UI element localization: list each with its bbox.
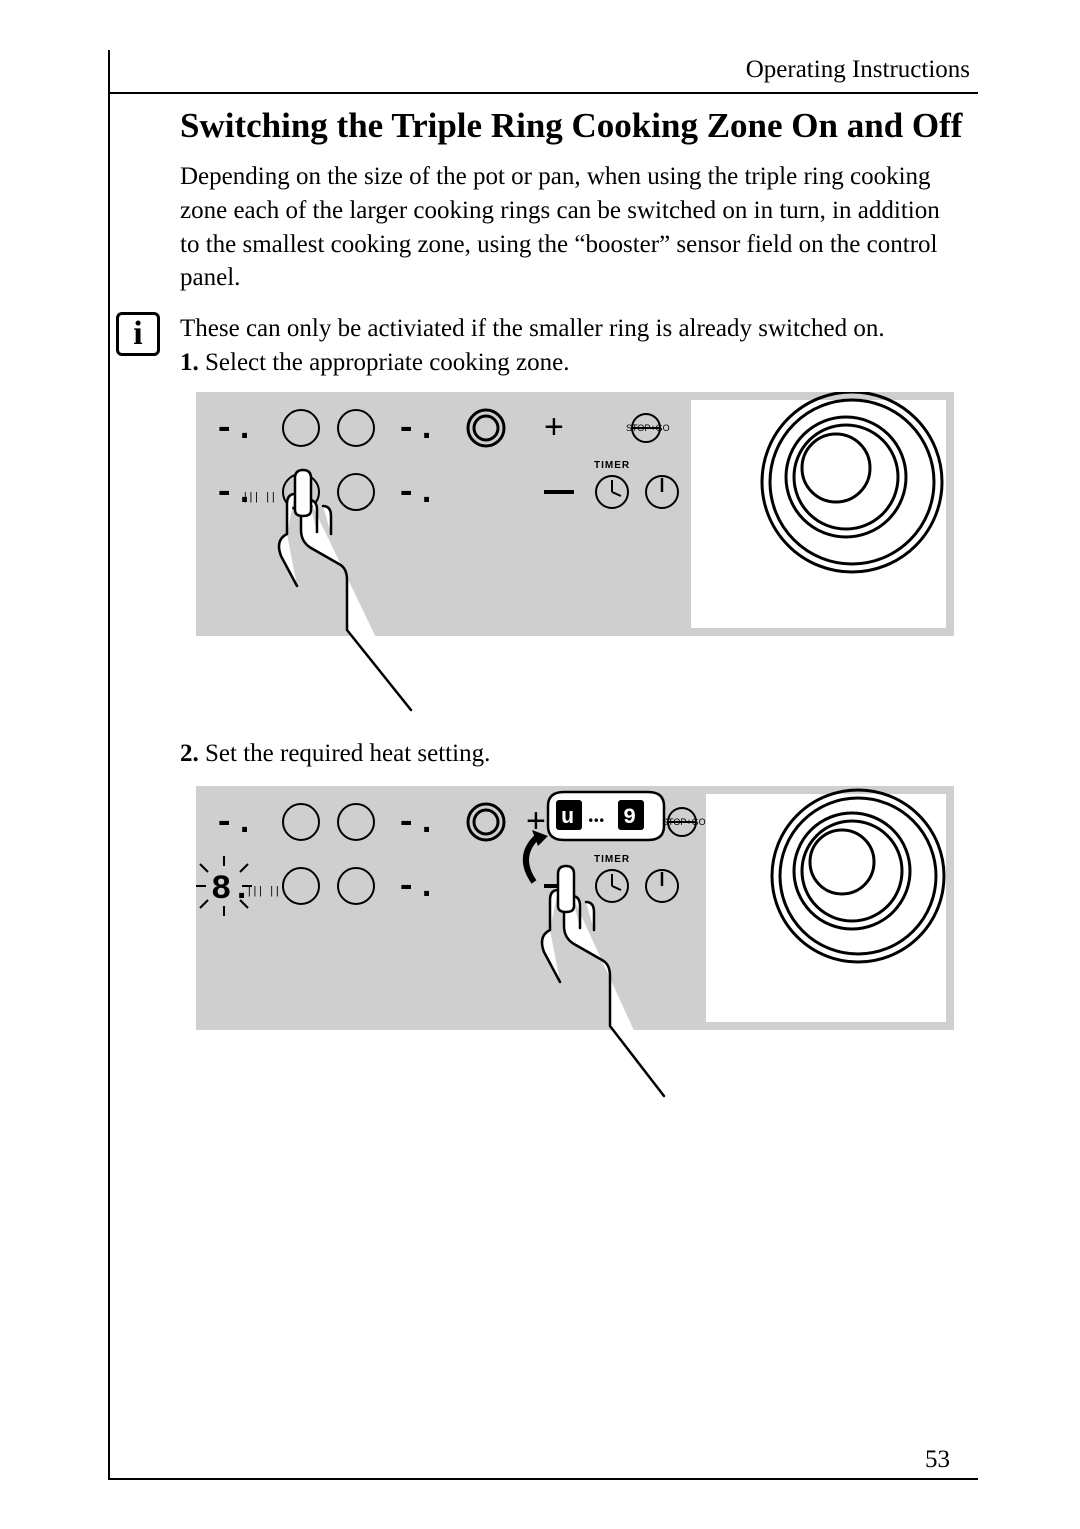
zone-indicator xyxy=(283,868,319,904)
display-dash-tr: -. xyxy=(396,805,437,843)
bubble-u: u xyxy=(561,805,574,830)
zone-indicator xyxy=(338,474,374,510)
step-2-number: 2. xyxy=(180,740,199,767)
header-label: Operating Instructions xyxy=(746,56,970,84)
triple-ring-illustration xyxy=(706,790,946,1022)
info-icon: i xyxy=(116,312,160,356)
bubble-dots: ... xyxy=(588,802,605,827)
timer-label: TIMER xyxy=(594,854,630,865)
booster-icon-inner xyxy=(474,416,498,440)
zone-indicator xyxy=(338,804,374,840)
ring-marks: ||| || xyxy=(242,492,276,504)
display-dash-tl: -. xyxy=(214,805,255,843)
hand-pointer xyxy=(542,866,664,1096)
step-2-text: Set the required heat setting. xyxy=(199,740,491,767)
note-text: These can only be activiated if the smal… xyxy=(180,312,970,346)
ring-marks: ||| || xyxy=(246,886,280,898)
stopgo-label: STOP+GO xyxy=(626,423,670,433)
zone-indicator xyxy=(338,868,374,904)
booster-icon-inner xyxy=(474,810,498,834)
step-2: 2. Set the required heat setting. xyxy=(180,740,490,768)
display-heat-8-burst: 8. xyxy=(196,856,252,916)
step-1-number: 1. xyxy=(180,349,199,376)
step-1: 1. Select the appropriate cooking zone. xyxy=(180,349,569,377)
display-dash-tl: -. xyxy=(214,411,255,449)
bubble-9: 9 xyxy=(623,805,636,830)
adjust-arrow xyxy=(526,836,538,882)
heat-setting-bubble: u ... 9 xyxy=(548,792,664,840)
display-dash-br: -. xyxy=(396,475,437,513)
plus-icon: + xyxy=(544,408,564,446)
display-dash-tr: -. xyxy=(396,411,437,449)
intro-paragraph: Depending on the size of the pot or pan,… xyxy=(180,160,955,295)
step-1-text: Select the appropriate cooking zone. xyxy=(199,349,570,376)
display-dash-br: -. xyxy=(396,869,437,907)
section-title: Switching the Triple Ring Cooking Zone O… xyxy=(180,106,962,146)
control-panel-diagram-2: -. -. + u ... 9 STOP+GO xyxy=(196,786,954,1030)
zone-indicator xyxy=(338,410,374,446)
zone-indicator xyxy=(283,804,319,840)
page-number: 53 xyxy=(925,1446,950,1474)
info-icon-glyph: i xyxy=(133,317,142,351)
triple-ring-illustration xyxy=(691,392,946,628)
timer-label: TIMER xyxy=(594,460,630,471)
control-panel-diagram-1: -. -. + STOP+GO -. ||| || -. TIMER xyxy=(196,392,954,636)
stopgo-label: STOP+GO xyxy=(662,817,706,827)
header-rule xyxy=(108,92,978,94)
zone-indicator xyxy=(283,410,319,446)
